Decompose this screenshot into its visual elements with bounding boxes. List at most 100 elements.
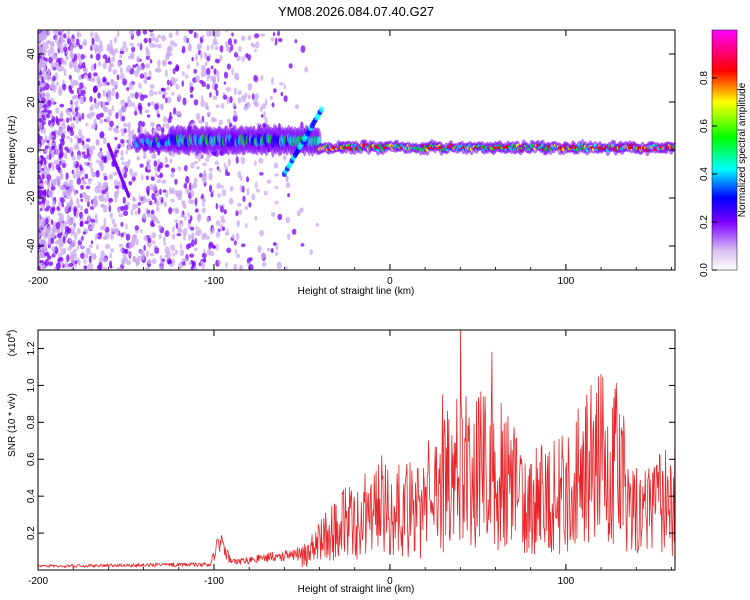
spectrogram-noise-blob xyxy=(189,94,194,99)
spectrogram-noise-blob xyxy=(273,88,277,93)
spectrogram-noise-blob xyxy=(170,244,176,252)
spectrogram-noise-blob xyxy=(175,83,180,90)
spectrogram-noise-blob xyxy=(79,166,83,172)
spectrogram-noise-blob xyxy=(50,185,56,191)
spectrogram-noise-blob xyxy=(94,186,100,194)
spectrogram-noise-blob xyxy=(241,185,245,193)
spectrogram-noise-blob xyxy=(38,118,43,123)
spectrogram-noise-blob xyxy=(50,237,55,245)
spectrogram-noise-blob xyxy=(103,217,107,226)
spectrogram-noise-blob xyxy=(172,226,175,233)
spectrogram-noise-blob xyxy=(110,248,115,253)
spectrogram-noise-blob xyxy=(255,41,260,49)
spectrogram-noise-blob xyxy=(137,126,141,134)
spectrogram-noise-blob xyxy=(222,226,226,231)
spectrogram-noise-blob xyxy=(274,200,279,205)
spectrogram-noise-blob xyxy=(271,212,276,217)
spectrogram-y-tick-label-0: -40 xyxy=(26,238,37,253)
spectrogram-noise-blob xyxy=(193,31,197,39)
spectrogram-noise-blob xyxy=(188,81,194,87)
spectrogram-noise-blob xyxy=(42,117,46,121)
spectrogram-noise-blob xyxy=(204,121,209,127)
spectrogram-noise-blob xyxy=(47,72,51,79)
spectrogram-noise-blob xyxy=(76,177,82,185)
spectrogram-noise-blob xyxy=(110,265,113,269)
spectrogram-noise-blob xyxy=(111,218,116,224)
spectrogram-noise-blob xyxy=(108,201,111,206)
spectrogram-noise-blob xyxy=(38,37,41,42)
spectrogram-noise-blob xyxy=(44,135,48,142)
spectrogram-noise-blob xyxy=(103,175,108,181)
spectrogram-noise-blob xyxy=(182,97,187,106)
spectrogram-noise-blob xyxy=(203,51,207,58)
spectrogram-noise-blob xyxy=(94,234,98,241)
spectrogram-noise-blob xyxy=(110,42,113,50)
spectrogram-noise-blob xyxy=(81,180,88,185)
spectrogram-noise-blob xyxy=(116,74,120,81)
spectrogram-noise-blob xyxy=(193,160,199,165)
spectrogram-noise-blob xyxy=(206,30,212,37)
spectrogram-noise-blob xyxy=(147,102,151,107)
spectrogram-noise-blob xyxy=(96,75,101,84)
spectrogram-noise-blob xyxy=(98,151,104,156)
spectrogram-noise-blob xyxy=(149,84,155,90)
spectrogram-noise-blob xyxy=(213,41,219,46)
spectrogram-noise-blob xyxy=(233,87,237,96)
spectrogram-noise-blob xyxy=(156,178,162,184)
spectrogram-noise-blob xyxy=(73,232,78,241)
spectrogram-noise-blob xyxy=(95,44,99,53)
spectrogram-noise-blob xyxy=(274,173,280,177)
spectrogram-noise-blob xyxy=(206,248,212,256)
spectrogram-noise-blob xyxy=(72,110,77,117)
spectrogram-noise-blob xyxy=(62,83,67,91)
spectrogram-noise-blob xyxy=(73,95,78,100)
snr-multiplier-base: (x10 xyxy=(7,336,18,356)
spectrogram-noise-blob xyxy=(140,174,144,181)
spectrogram-noise-blob xyxy=(210,43,214,50)
spectrogram-noise-blob xyxy=(59,160,62,166)
spectrogram-noise-blob xyxy=(64,225,70,233)
spectrogram-noise-blob xyxy=(194,237,197,246)
spectrogram-noise-blob xyxy=(261,261,267,267)
spectrogram-noise-blob xyxy=(219,45,224,53)
spectrogram-noise-blob xyxy=(197,212,202,220)
spectrogram-noise-blob xyxy=(93,97,97,104)
spectrogram-noise-blob xyxy=(97,61,102,67)
spectrogram-noise-blob xyxy=(201,34,205,40)
spectrogram-noise-blob xyxy=(104,198,108,203)
spectrogram-noise-blob xyxy=(108,126,113,131)
spectrogram-noise-blob xyxy=(158,233,162,240)
spectrogram-noise-blob xyxy=(218,169,222,173)
spectrogram-noise-blob xyxy=(134,106,138,111)
spectrogram-noise-blob xyxy=(167,60,172,65)
spectrogram-noise-blob xyxy=(119,54,123,59)
spectrogram-noise-blob xyxy=(181,71,185,77)
spectrogram-noise-blob xyxy=(72,172,78,179)
spectrogram-noise-blob xyxy=(38,232,42,237)
spectrogram-noise-blob xyxy=(143,235,148,242)
spectrogram-noise-blob xyxy=(213,68,217,75)
svg-text:(x104): (x104) xyxy=(6,330,18,357)
spectrogram-noise-blob xyxy=(203,248,206,254)
spectrogram-noise-blob xyxy=(259,230,264,237)
spectrogram-noise-blob xyxy=(60,242,64,248)
spectrogram-noise-blob xyxy=(159,260,165,266)
spectrogram-noise-blob xyxy=(77,112,82,118)
spectrogram-noise-blob xyxy=(229,186,234,192)
spectrogram-noise-blob xyxy=(66,254,70,262)
spectrogram-noise-blob xyxy=(274,185,279,190)
spectrogram-noise-blob xyxy=(86,113,90,119)
spectrogram-noise-blob xyxy=(140,228,143,234)
spectrogram-noise-blob xyxy=(206,111,212,116)
spectrogram-noise-blob xyxy=(245,176,250,183)
spectrogram-noise-blob xyxy=(41,264,46,270)
spectrogram-noise-blob xyxy=(99,119,104,124)
spectrogram-noise-blob xyxy=(197,155,202,162)
spectrogram-noise-blob xyxy=(162,236,166,243)
spectrogram-noise-blob xyxy=(88,225,94,230)
spectrogram-noise-blob xyxy=(259,105,263,113)
spectrogram-streak xyxy=(126,192,131,198)
spectrogram-noise-blob xyxy=(177,166,182,171)
spectrogram-noise-blob xyxy=(38,66,41,74)
spectrogram-noise-blob xyxy=(247,82,253,91)
